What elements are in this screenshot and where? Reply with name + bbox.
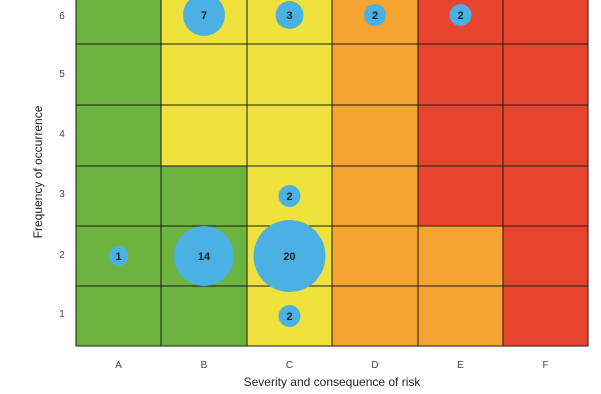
cell-E-2: [417, 225, 504, 287]
bubble-label-A-2: 1: [115, 251, 121, 263]
cell-F-5: [502, 43, 589, 106]
cell-D-1: [331, 285, 419, 347]
bubble-label-E-6: 2: [457, 10, 463, 22]
cell-E-4: [417, 104, 504, 167]
cell-B-4: [160, 104, 248, 167]
x-tick-labels: A B C D E F: [115, 360, 548, 371]
cell-E-5: [417, 43, 504, 106]
y-tick-2: 2: [59, 250, 65, 261]
cell-D-3: [331, 165, 419, 227]
bubble-D-6: [364, 4, 386, 26]
bubble-C-1: [278, 305, 301, 327]
cell-C-5: [246, 43, 333, 106]
cell-F-6: [502, 0, 589, 45]
cell-A-1: [75, 285, 162, 347]
bubble-C-3: [278, 185, 301, 207]
cell-A-6: [75, 0, 162, 45]
bubble-B-2: [174, 226, 234, 286]
cell-A-5: [75, 43, 162, 106]
bubble-B-6: [183, 0, 225, 36]
cell-F-4: [502, 104, 589, 167]
cell-C-4: [246, 104, 333, 167]
cell-E-1: [417, 285, 504, 347]
cell-D-4: [331, 104, 419, 167]
bubble-C-2: [253, 220, 326, 292]
x-tick-F: F: [542, 360, 548, 371]
cell-A-4: [75, 104, 162, 167]
bubble-C-6: [275, 1, 304, 29]
cell-E-3: [417, 165, 504, 227]
bubble-label-C-6: 3: [286, 10, 292, 22]
bubble-label-C-2: 20: [283, 251, 295, 263]
x-tick-E: E: [457, 360, 464, 371]
x-tick-B: B: [201, 360, 208, 371]
x-axis-label: Severity and consequence of risk: [244, 375, 422, 389]
bubble-label-D-6: 2: [372, 10, 378, 22]
matrix-cells: [75, 0, 589, 347]
cell-F-2: [502, 225, 589, 287]
cell-A-3: [75, 165, 162, 227]
cell-B-5: [160, 43, 248, 106]
y-tick-4: 4: [59, 129, 65, 140]
bubble-E-6: [449, 4, 472, 26]
cell-B-3: [160, 165, 248, 227]
bubble-label-B-6: 7: [201, 10, 207, 22]
bubble-label-C-3: 2: [286, 191, 292, 203]
y-tick-3: 3: [59, 189, 65, 200]
cell-D-5: [331, 43, 419, 106]
bubbles: 7 3 2 2 2 1 14 20 2: [108, 0, 472, 327]
y-tick-5: 5: [59, 69, 65, 80]
bubble-label-C-1: 2: [286, 311, 292, 323]
y-axis-label: Frequency of occurrence: [31, 105, 45, 238]
cell-F-1: [502, 285, 589, 347]
bubble-label-B-2: 14: [198, 251, 211, 263]
x-tick-D: D: [371, 360, 378, 371]
x-tick-C: C: [286, 360, 293, 371]
cell-D-2: [331, 225, 419, 287]
cell-F-3: [502, 165, 589, 227]
y-tick-6: 6: [59, 11, 65, 22]
x-tick-A: A: [115, 360, 122, 371]
y-tick-1: 1: [59, 309, 65, 320]
bubble-A-2: [108, 246, 129, 266]
y-tick-labels: 1 2 3 4 5 6: [59, 11, 65, 320]
cell-B-1: [160, 285, 248, 347]
